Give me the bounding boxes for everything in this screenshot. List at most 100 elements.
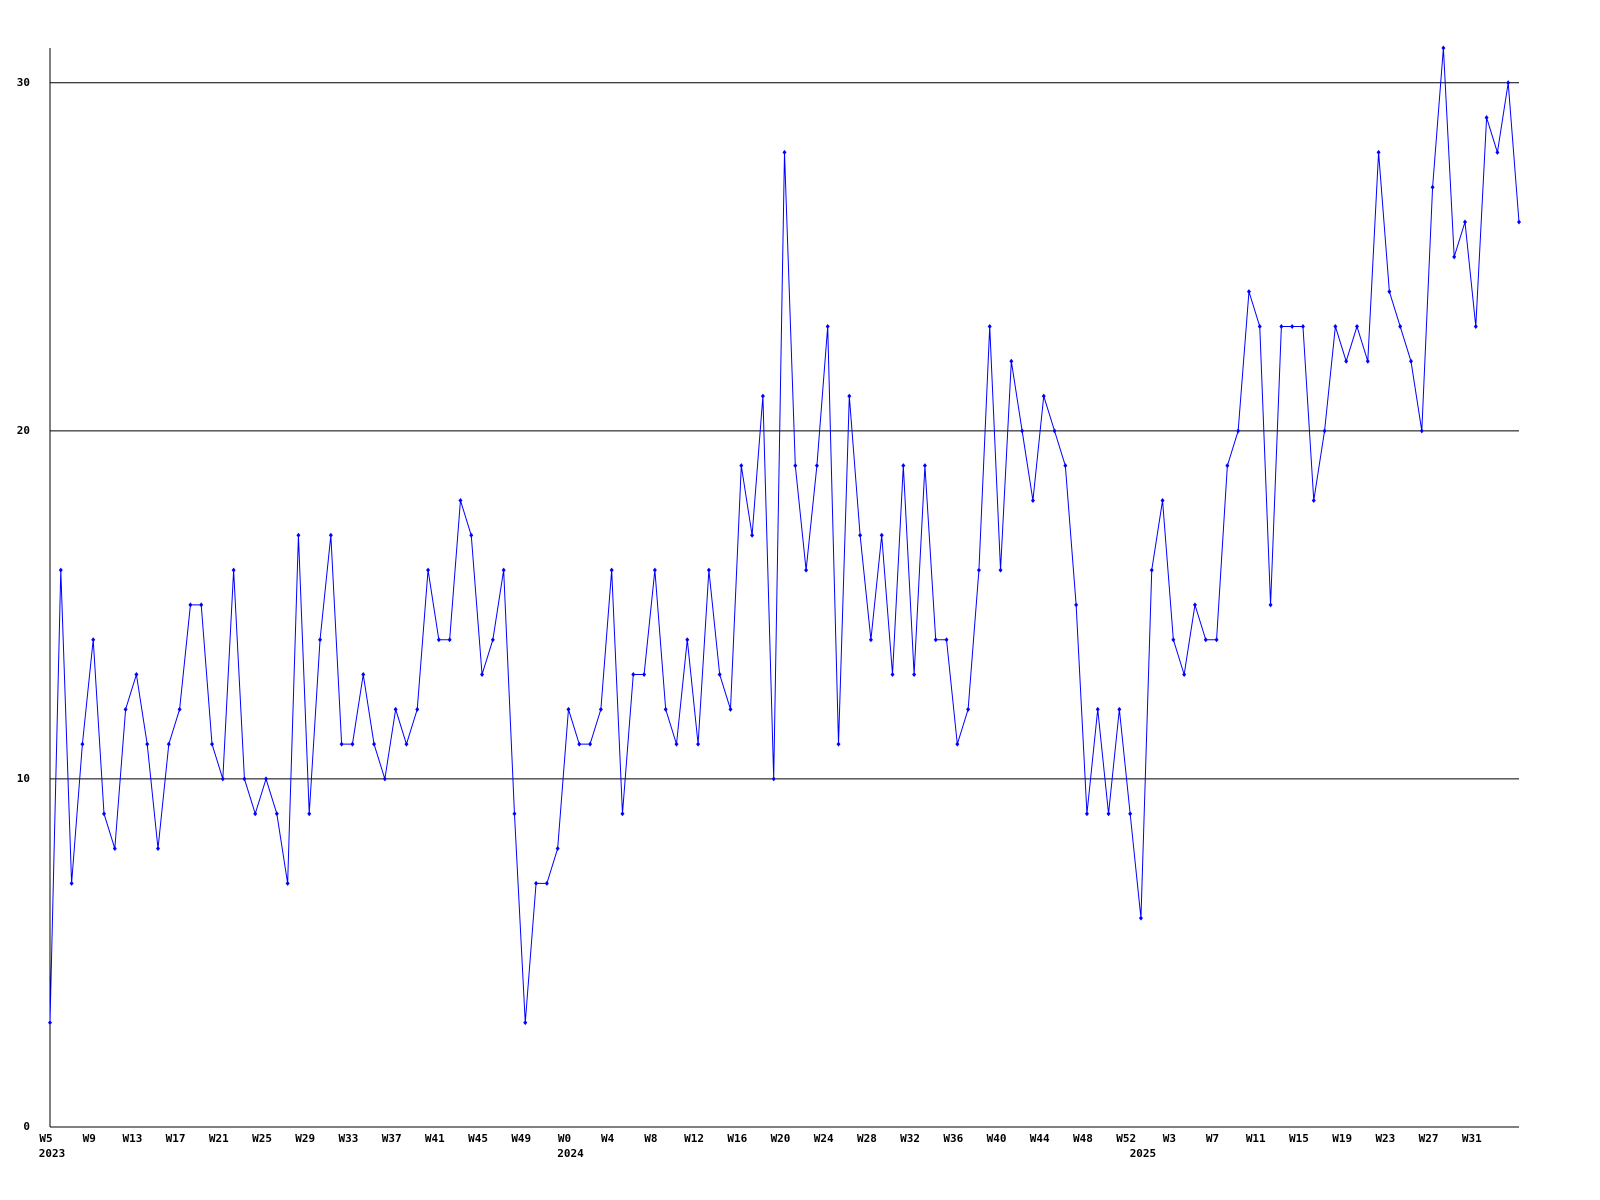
data-point	[112, 846, 117, 852]
x-tick-label: W8	[644, 1132, 657, 1145]
data-point	[307, 811, 312, 817]
x-tick-label: W13	[122, 1132, 142, 1145]
data-point	[1462, 219, 1467, 225]
data-point	[685, 637, 690, 643]
x-tick-label: W17	[166, 1132, 186, 1145]
data-point	[912, 672, 917, 678]
data-point	[177, 706, 182, 712]
data-point	[318, 637, 323, 643]
x-tick-label: W19	[1332, 1132, 1352, 1145]
data-point	[642, 672, 647, 678]
data-point	[955, 741, 960, 747]
data-point	[404, 741, 409, 747]
data-point	[674, 741, 679, 747]
data-point	[242, 776, 247, 782]
x-tick-label: W0	[558, 1132, 571, 1145]
data-point	[415, 706, 420, 712]
data-point	[1354, 323, 1359, 329]
data-point	[1322, 428, 1327, 434]
data-point	[1473, 323, 1478, 329]
data-point	[426, 567, 431, 573]
y-tick-label: 30	[17, 76, 30, 89]
data-point	[1182, 672, 1187, 678]
data-point	[804, 567, 809, 573]
data-point	[534, 880, 539, 886]
data-point	[717, 672, 722, 678]
data-point	[512, 811, 517, 817]
x-tick-label: W40	[987, 1132, 1007, 1145]
data-point	[523, 1020, 528, 1026]
data-point	[1203, 637, 1208, 643]
x-tick-label: W20	[771, 1132, 791, 1145]
data-point	[1063, 463, 1068, 469]
data-point	[847, 393, 852, 399]
data-point	[1214, 637, 1219, 643]
data-point	[750, 532, 755, 538]
data-point	[696, 741, 701, 747]
data-point	[1117, 706, 1122, 712]
data-point	[1398, 323, 1403, 329]
data-point	[274, 811, 279, 817]
data-point	[1138, 915, 1143, 921]
x-tick-label: W3	[1163, 1132, 1176, 1145]
data-point	[296, 532, 301, 538]
data-point	[361, 672, 366, 678]
data-point	[901, 463, 906, 469]
data-point	[1149, 567, 1154, 573]
data-point	[1225, 463, 1230, 469]
data-point	[566, 706, 571, 712]
data-point	[58, 567, 63, 573]
data-point	[188, 602, 193, 608]
data-point	[1084, 811, 1089, 817]
x-tick-label: W25	[252, 1132, 272, 1145]
data-point	[328, 532, 333, 538]
data-point	[1020, 428, 1025, 434]
data-point	[1171, 637, 1176, 643]
data-point	[48, 1020, 52, 1026]
data-point	[123, 706, 128, 712]
data-point	[1300, 323, 1305, 329]
data-point	[156, 846, 161, 852]
x-year-label: 2025	[1130, 1147, 1157, 1160]
data-point	[760, 393, 765, 399]
data-point	[1419, 428, 1424, 434]
data-point	[1387, 289, 1392, 295]
data-point	[501, 567, 506, 573]
data-point	[976, 567, 981, 573]
data-point	[739, 463, 744, 469]
data-point	[102, 811, 107, 817]
x-tick-label: W5	[39, 1132, 52, 1145]
x-tick-label: W48	[1073, 1132, 1093, 1145]
data-point	[350, 741, 355, 747]
data-point	[577, 741, 582, 747]
data-point	[1495, 149, 1500, 155]
data-point	[1311, 497, 1316, 503]
data-point	[145, 741, 150, 747]
data-point	[210, 741, 215, 747]
data-point	[80, 741, 85, 747]
x-tick-label: W11	[1246, 1132, 1266, 1145]
x-tick-label: W29	[295, 1132, 315, 1145]
x-tick-label: W21	[209, 1132, 229, 1145]
data-point	[1074, 602, 1079, 608]
data-point	[631, 672, 636, 678]
data-point	[706, 567, 711, 573]
data-point	[372, 741, 377, 747]
data-point	[1365, 358, 1370, 364]
data-point	[1128, 811, 1133, 817]
data-point	[598, 706, 603, 712]
data-point	[1517, 219, 1521, 225]
x-tick-label: W15	[1289, 1132, 1309, 1145]
data-point	[609, 567, 614, 573]
data-point	[480, 672, 485, 678]
x-tick-label: W49	[511, 1132, 531, 1145]
data-point	[620, 811, 625, 817]
x-tick-label: W41	[425, 1132, 445, 1145]
x-tick-label: W33	[339, 1132, 359, 1145]
data-point	[782, 149, 787, 155]
data-point	[458, 497, 463, 503]
data-point	[836, 741, 841, 747]
data-point	[1506, 80, 1511, 86]
data-point	[1268, 602, 1273, 608]
